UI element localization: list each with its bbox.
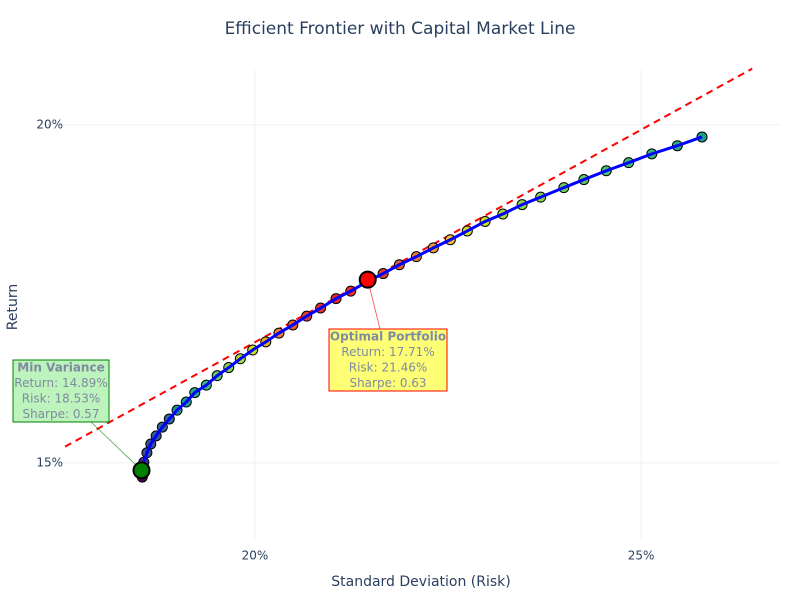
annotation-box xyxy=(328,328,448,392)
highlight-point xyxy=(358,270,377,289)
annotation-text: Return: 14.89% xyxy=(14,376,107,390)
chart-title: Efficient Frontier with Capital Market L… xyxy=(225,19,576,39)
capital-market-line xyxy=(64,67,753,448)
y-tick-label: 20% xyxy=(36,117,63,131)
frontier-line xyxy=(140,135,703,478)
y-axis-label: Return xyxy=(5,284,21,330)
annotation-text: Return: 17.71% xyxy=(341,345,434,359)
annotation-text: Sharpe: 0.63 xyxy=(349,376,426,390)
highlight-point xyxy=(132,461,151,480)
x-tick-label: 25% xyxy=(628,549,655,563)
x-axis-label: Standard Deviation (Risk) xyxy=(331,574,511,590)
annotation-text: Sharpe: 0.57 xyxy=(22,407,99,421)
annotation-text: Optimal Portfolio xyxy=(330,330,446,344)
x-tick-label: 20% xyxy=(242,549,269,563)
annotation-text: Risk: 18.53% xyxy=(22,392,101,406)
y-tick-label: 15% xyxy=(36,455,63,469)
annotation-text: Risk: 21.46% xyxy=(349,361,428,375)
annotation-text: Min Variance xyxy=(17,361,104,375)
annotation-arrow xyxy=(90,421,142,471)
annotation-box xyxy=(12,359,110,423)
